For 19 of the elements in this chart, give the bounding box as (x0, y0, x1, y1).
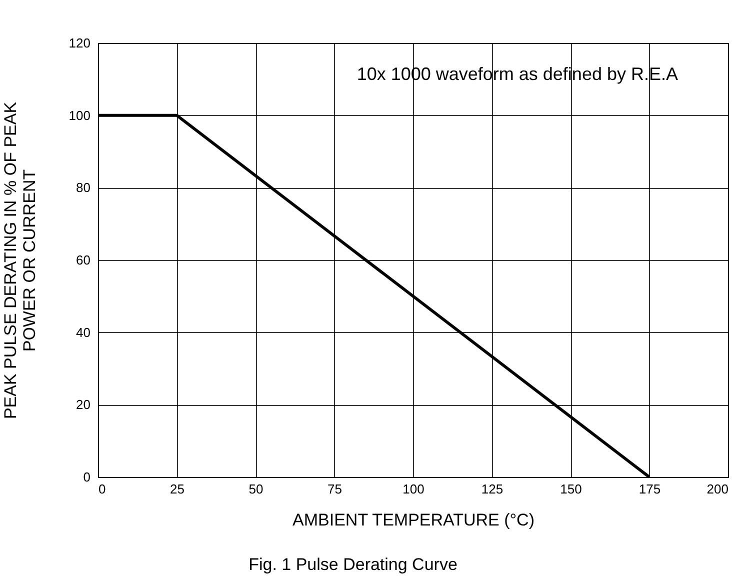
y-tick-label: 80 (76, 180, 90, 196)
x-axis-title: AMBIENT TEMPERATURE (°C) (292, 510, 534, 530)
y-tick-label: 0 (83, 470, 90, 484)
x-tick-label: 100 (402, 482, 424, 496)
y-tick-label: 120 (68, 36, 90, 50)
caption: Fig. 1 Pulse Derating Curve (248, 555, 458, 574)
x-tick-label: 75 (328, 482, 342, 496)
x-tick-label: 125 (481, 482, 504, 496)
y-axis-title: PEAK PULSE DERATING IN % OF PEAK POWER OR CURRENT (0, 101, 39, 420)
x-tick-label: 175 (638, 482, 661, 496)
x-tick-label: 25 (170, 482, 184, 496)
y-tick-label: 40 (76, 324, 90, 340)
y-tick-label: 60 (76, 252, 90, 268)
y-tick-label: 20 (76, 397, 90, 412)
x-tick-label: 50 (248, 482, 264, 496)
y-tick-label: 100 (68, 108, 90, 123)
x-tick-label: 200 (706, 482, 728, 496)
x-tick-label: 0 (98, 482, 106, 496)
x-tick-label: 150 (560, 482, 582, 496)
